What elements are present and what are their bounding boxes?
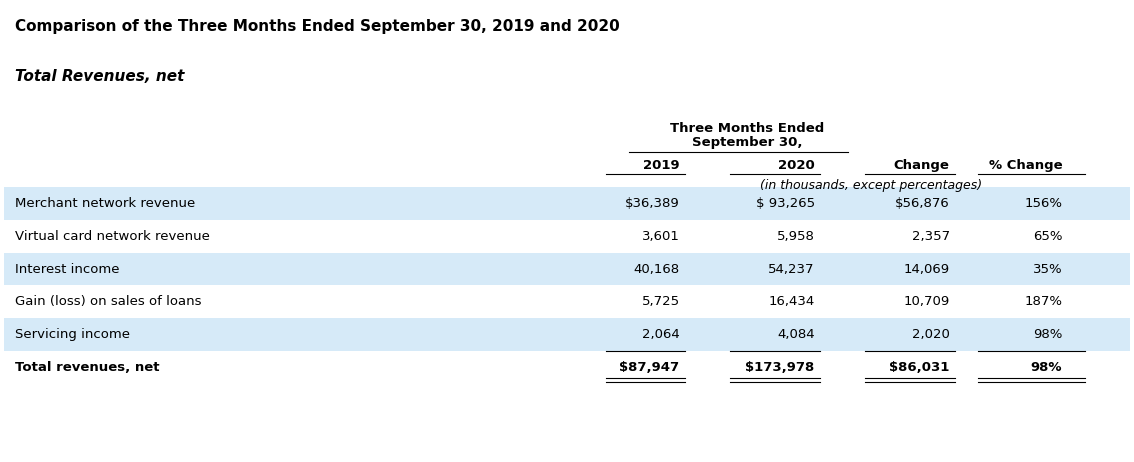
Text: Total revenues, net: Total revenues, net bbox=[16, 361, 160, 374]
Text: (in thousands, except percentages): (in thousands, except percentages) bbox=[760, 179, 982, 192]
Text: September 30,: September 30, bbox=[692, 136, 803, 149]
Text: Total Revenues, net: Total Revenues, net bbox=[16, 69, 185, 84]
Text: 3,601: 3,601 bbox=[642, 230, 679, 243]
Text: 14,069: 14,069 bbox=[904, 262, 950, 276]
Text: % Change: % Change bbox=[989, 159, 1063, 172]
Text: Three Months Ended: Three Months Ended bbox=[670, 122, 824, 135]
Text: Servicing income: Servicing income bbox=[16, 328, 130, 341]
FancyBboxPatch shape bbox=[5, 318, 1129, 351]
Text: 98%: 98% bbox=[1031, 361, 1063, 374]
Text: $56,876: $56,876 bbox=[895, 197, 950, 210]
Text: 16,434: 16,434 bbox=[769, 295, 814, 308]
Text: $173,978: $173,978 bbox=[745, 361, 814, 374]
Text: Comparison of the Three Months Ended September 30, 2019 and 2020: Comparison of the Three Months Ended Sep… bbox=[16, 19, 620, 34]
FancyBboxPatch shape bbox=[5, 188, 1129, 220]
Text: 2,064: 2,064 bbox=[642, 328, 679, 341]
Text: 4,084: 4,084 bbox=[777, 328, 814, 341]
Text: 35%: 35% bbox=[1033, 262, 1063, 276]
Text: 54,237: 54,237 bbox=[768, 262, 814, 276]
Text: 65%: 65% bbox=[1033, 230, 1063, 243]
Text: $ 93,265: $ 93,265 bbox=[755, 197, 814, 210]
Text: 187%: 187% bbox=[1024, 295, 1063, 308]
Text: 98%: 98% bbox=[1033, 328, 1063, 341]
Text: 2,357: 2,357 bbox=[912, 230, 950, 243]
Text: $36,389: $36,389 bbox=[625, 197, 679, 210]
Text: Gain (loss) on sales of loans: Gain (loss) on sales of loans bbox=[16, 295, 202, 308]
Text: Change: Change bbox=[894, 159, 950, 172]
Text: 10,709: 10,709 bbox=[904, 295, 950, 308]
Text: Merchant network revenue: Merchant network revenue bbox=[16, 197, 196, 210]
Text: $87,947: $87,947 bbox=[619, 361, 679, 374]
FancyBboxPatch shape bbox=[5, 253, 1129, 286]
Text: 5,725: 5,725 bbox=[642, 295, 679, 308]
Text: 2020: 2020 bbox=[778, 159, 814, 172]
Text: Virtual card network revenue: Virtual card network revenue bbox=[16, 230, 210, 243]
Text: 2019: 2019 bbox=[643, 159, 679, 172]
Text: 156%: 156% bbox=[1024, 197, 1063, 210]
Text: $86,031: $86,031 bbox=[889, 361, 950, 374]
Text: 2,020: 2,020 bbox=[912, 328, 950, 341]
Text: Interest income: Interest income bbox=[16, 262, 120, 276]
Text: 5,958: 5,958 bbox=[777, 230, 814, 243]
Text: 40,168: 40,168 bbox=[634, 262, 679, 276]
